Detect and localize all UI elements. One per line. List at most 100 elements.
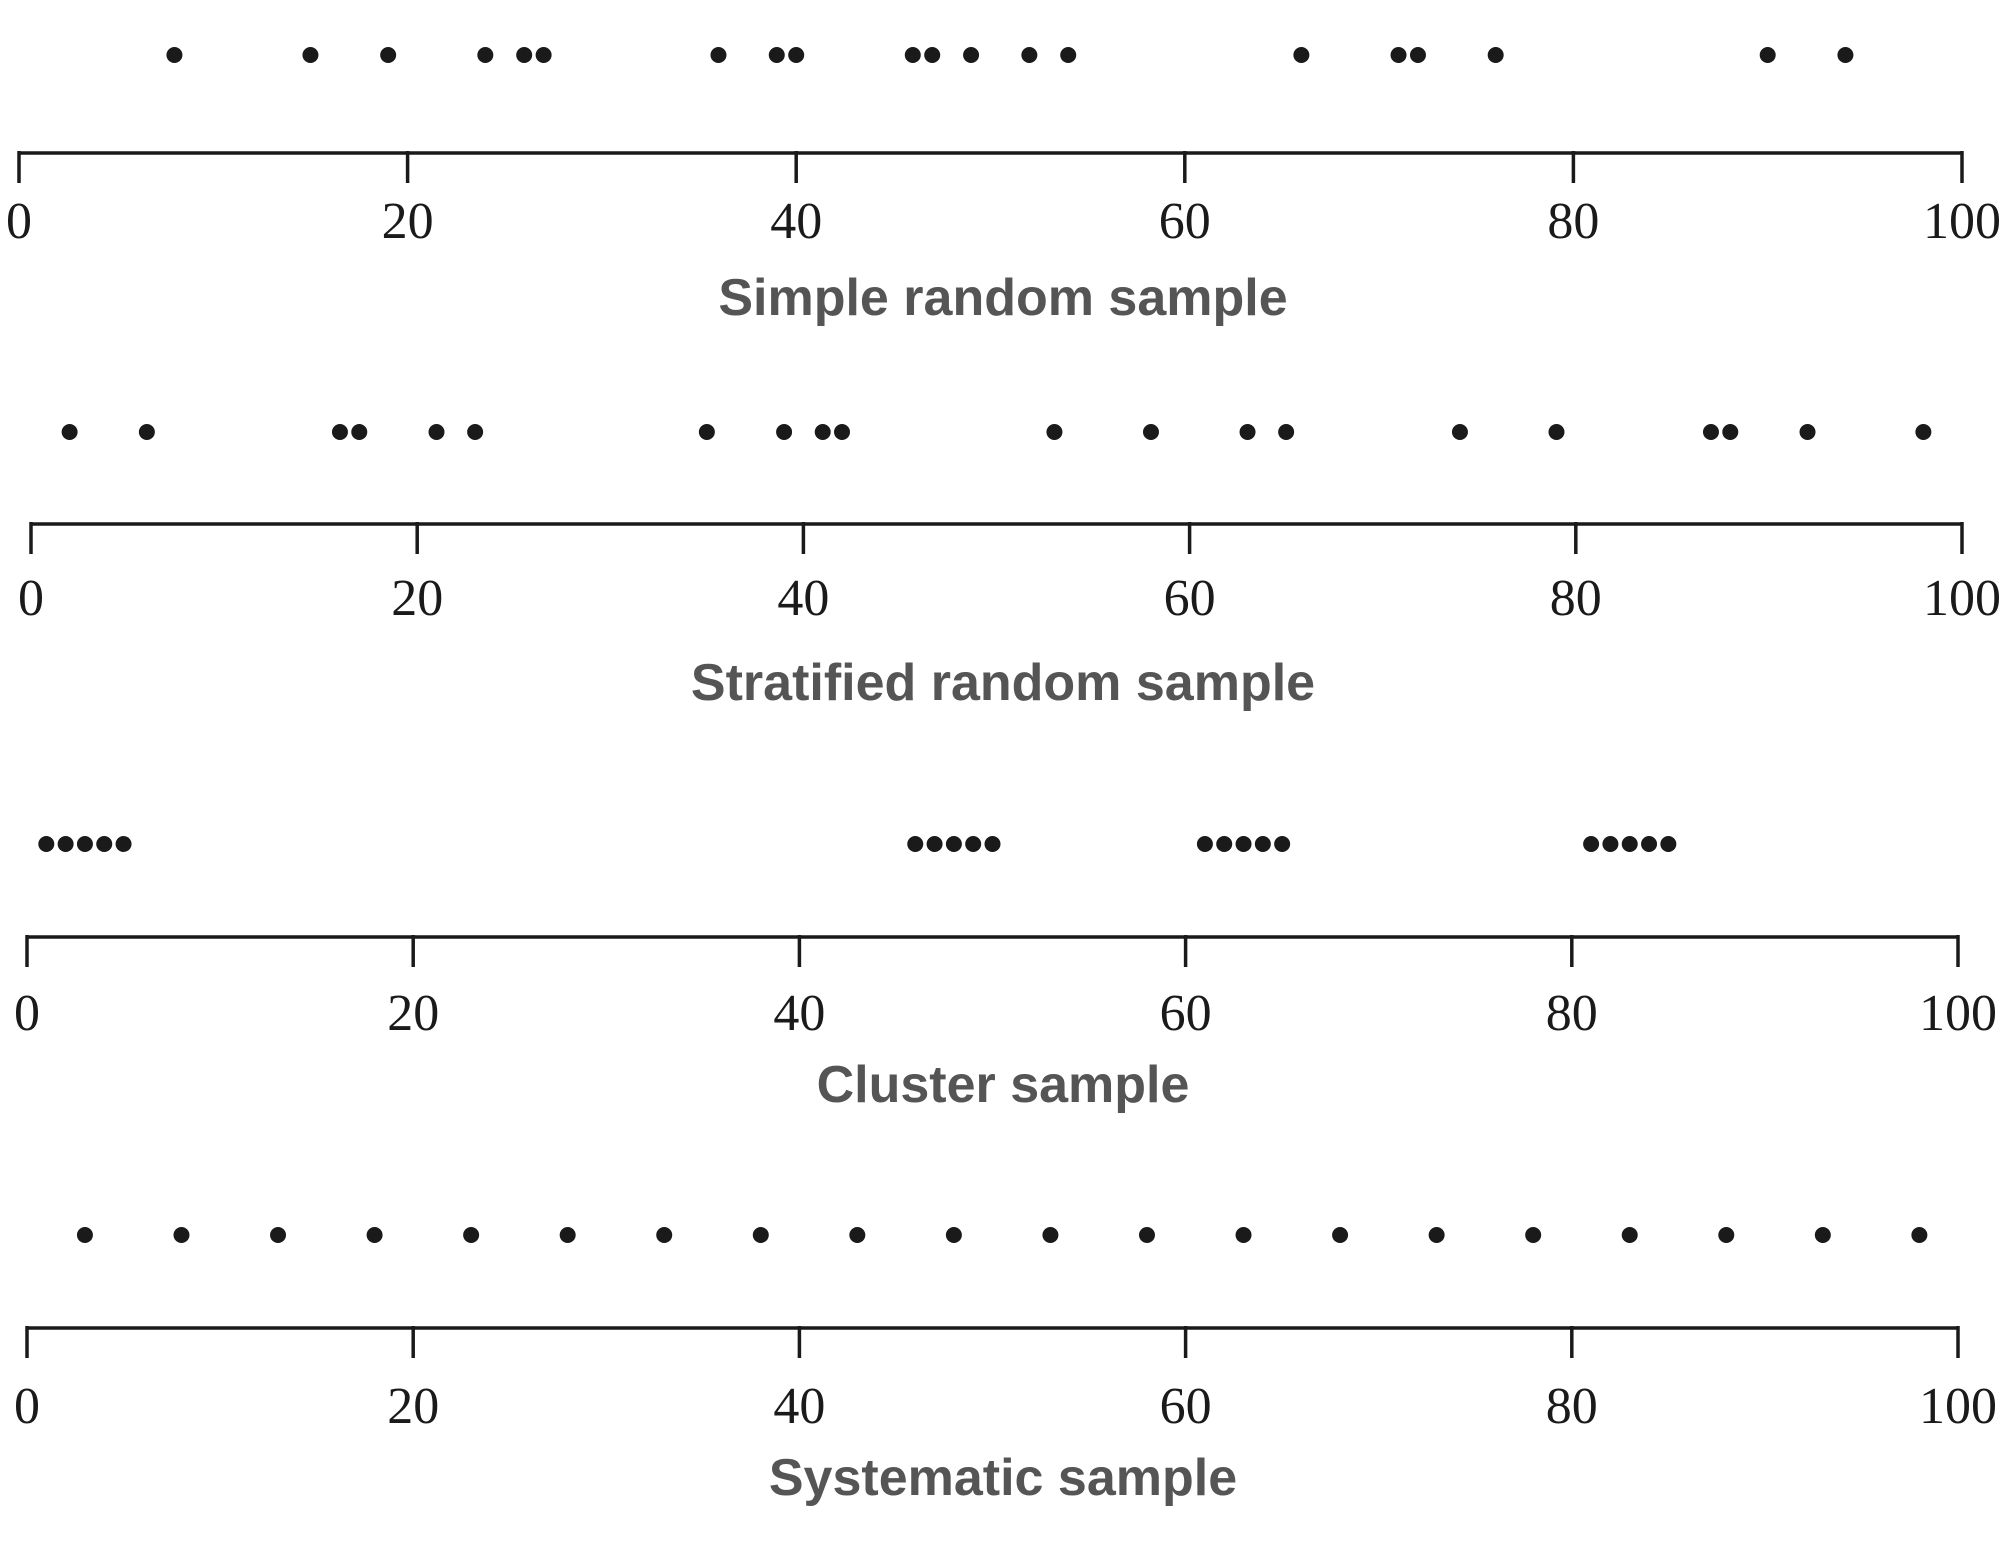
data-point <box>1487 47 1504 63</box>
x-tick-label: 100 <box>1919 985 1997 1042</box>
data-point <box>1621 836 1638 852</box>
data-point <box>1718 1227 1735 1243</box>
data-point <box>1915 424 1932 440</box>
x-tick-label: 100 <box>1923 570 2001 627</box>
data-point <box>115 836 132 852</box>
data-point <box>463 1227 480 1243</box>
data-point <box>57 836 74 852</box>
x-tick-label: 40 <box>777 570 829 627</box>
data-point <box>752 1227 769 1243</box>
data-point <box>1525 1227 1542 1243</box>
data-point <box>1042 1227 1059 1243</box>
data-point <box>559 1227 576 1243</box>
panel-1: 0 20 40 60 80 100 Simple random sample <box>6 47 2001 327</box>
data-point <box>516 47 533 63</box>
data-point <box>1837 47 1854 63</box>
data-point <box>477 47 494 63</box>
data-point <box>1641 836 1658 852</box>
data-point <box>351 424 368 440</box>
x-tick-label: 80 <box>1546 1378 1598 1435</box>
data-point <box>61 424 78 440</box>
data-point <box>1021 47 1038 63</box>
data-point <box>1239 424 1256 440</box>
data-point <box>380 47 397 63</box>
data-point <box>1046 424 1063 440</box>
data-point <box>535 47 552 63</box>
data-point <box>1138 1227 1155 1243</box>
data-point <box>656 1227 673 1243</box>
data-point <box>1235 836 1252 852</box>
x-tick-label: 100 <box>1919 1378 1997 1435</box>
data-point <box>76 1227 93 1243</box>
data-point <box>768 47 785 63</box>
data-point <box>1278 424 1295 440</box>
x-tick-label: 60 <box>1159 193 1211 250</box>
x-tick-label: 60 <box>1160 985 1212 1042</box>
x-tick-label: 20 <box>387 985 439 1042</box>
x-tick-label: 60 <box>1164 570 1216 627</box>
data-point <box>710 47 727 63</box>
data-point <box>1428 1227 1445 1243</box>
data-point <box>1702 424 1719 440</box>
data-point <box>38 836 55 852</box>
data-point <box>302 47 319 63</box>
data-point <box>166 47 183 63</box>
x-tick-label: 100 <box>1923 193 2001 250</box>
x-tick-label: 20 <box>382 193 434 250</box>
data-point <box>1409 47 1426 63</box>
chart-title: Cluster sample <box>817 1056 1190 1114</box>
data-point <box>945 836 962 852</box>
data-point <box>1660 836 1677 852</box>
data-point <box>1602 836 1619 852</box>
data-point <box>1621 1227 1638 1243</box>
data-point <box>1332 1227 1349 1243</box>
x-tick-label: 0 <box>14 985 40 1042</box>
data-point <box>834 424 851 440</box>
data-point <box>849 1227 866 1243</box>
data-point <box>1060 47 1077 63</box>
data-point <box>1548 424 1565 440</box>
data-point <box>907 836 924 852</box>
data-point <box>1451 424 1468 440</box>
data-point <box>173 1227 190 1243</box>
data-point <box>698 424 715 440</box>
x-tick-label: 80 <box>1547 193 1599 250</box>
chart-title: Simple random sample <box>718 269 1287 327</box>
x-tick-label: 0 <box>6 193 32 250</box>
data-point <box>1196 836 1213 852</box>
chart-title: Systematic sample <box>769 1449 1237 1507</box>
data-point <box>138 424 155 440</box>
data-point <box>1274 836 1291 852</box>
data-point <box>1390 47 1407 63</box>
panel-3: 0 20 40 60 80 100 Cluster sample <box>14 836 1997 1114</box>
data-point <box>945 1227 962 1243</box>
data-point <box>467 424 484 440</box>
data-point <box>428 424 445 440</box>
data-point <box>984 836 1001 852</box>
data-point <box>1216 836 1233 852</box>
data-point <box>788 47 805 63</box>
chart-title: Stratified random sample <box>691 654 1315 712</box>
data-point <box>963 47 980 63</box>
x-tick-label: 60 <box>1160 1378 1212 1435</box>
data-point <box>1293 47 1310 63</box>
x-tick-label: 40 <box>773 1378 825 1435</box>
data-point <box>1254 836 1271 852</box>
x-tick-label: 40 <box>773 985 825 1042</box>
panel-4: 0 20 40 60 80 100 Systematic sample <box>14 1227 1997 1507</box>
data-point <box>926 836 943 852</box>
x-tick-label: 20 <box>387 1378 439 1435</box>
data-point <box>965 836 982 852</box>
data-point <box>96 836 113 852</box>
data-point <box>1583 836 1600 852</box>
data-point <box>776 424 793 440</box>
data-point <box>1142 424 1159 440</box>
x-tick-label: 80 <box>1550 570 1602 627</box>
x-tick-label: 20 <box>391 570 443 627</box>
data-point <box>1799 424 1816 440</box>
x-tick-label: 0 <box>14 1378 40 1435</box>
x-tick-label: 80 <box>1546 985 1598 1042</box>
data-point <box>814 424 831 440</box>
panel-2: 0 20 40 60 80 100 Stratified random sample <box>18 424 2001 712</box>
